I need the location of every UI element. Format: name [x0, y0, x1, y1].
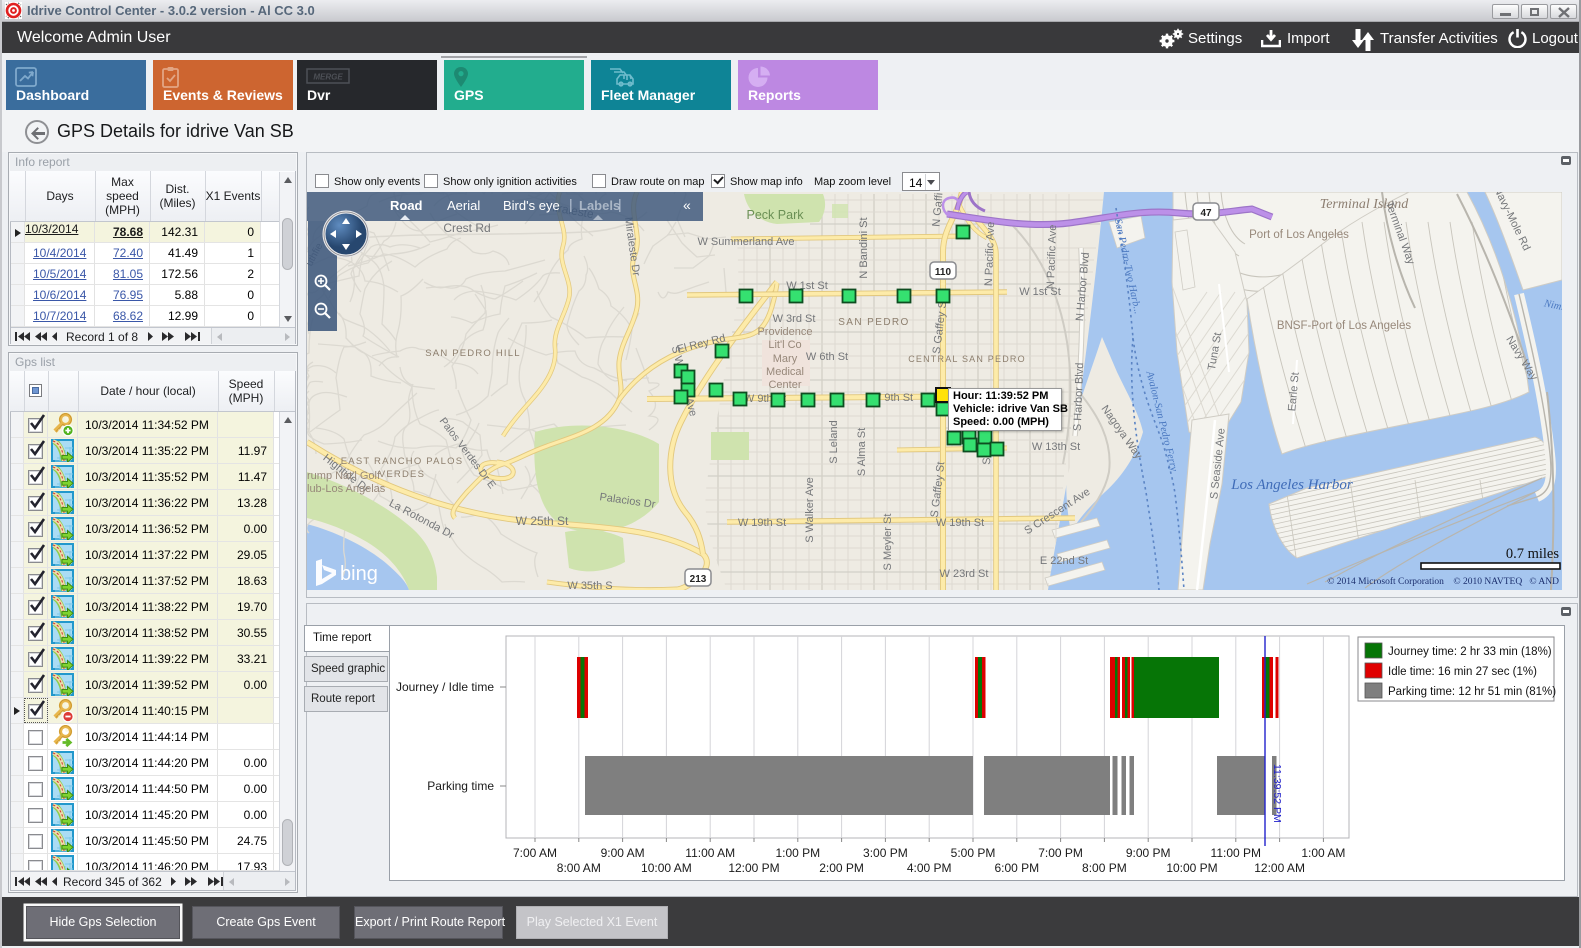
svg-text:Port of Los Angeles: Port of Los Angeles — [1249, 229, 1349, 241]
svg-text:N Pacific Ave: N Pacific Ave — [983, 221, 997, 286]
svg-text:VERDES: VERDES — [379, 469, 425, 480]
svg-text:Earle St: Earle St — [1286, 372, 1301, 412]
svg-text:W 23rd St: W 23rd St — [940, 568, 989, 580]
svg-text:7:00 AM: 7:00 AM — [513, 846, 557, 860]
svg-text:S Alma St: S Alma St — [856, 428, 868, 476]
svg-text:Providence: Providence — [757, 326, 812, 338]
svg-text:W Summerland Ave: W Summerland Ave — [697, 236, 794, 248]
svg-text:110: 110 — [935, 267, 952, 278]
svg-text:W 19th St: W 19th St — [936, 517, 984, 529]
svg-text:W 13th St: W 13th St — [1032, 441, 1080, 453]
svg-text:10:00 AM: 10:00 AM — [641, 861, 692, 875]
svg-text:SAN PEDRO: SAN PEDRO — [838, 317, 910, 328]
svg-text:EAST RANCHO PALOS: EAST RANCHO PALOS — [341, 456, 463, 467]
svg-text:W 25th St: W 25th St — [516, 514, 569, 528]
svg-text:2:00 PM: 2:00 PM — [819, 861, 864, 875]
svg-text:8:00 AM: 8:00 AM — [557, 861, 601, 875]
svg-text:9:00 AM: 9:00 AM — [601, 846, 645, 860]
svg-text:5:00 PM: 5:00 PM — [951, 846, 996, 860]
svg-text:Mary: Mary — [773, 353, 798, 365]
svg-text:Crest Rd: Crest Rd — [443, 221, 490, 235]
svg-text:SAN PEDRO HILL: SAN PEDRO HILL — [425, 348, 520, 359]
svg-text:11:00 PM: 11:00 PM — [1211, 846, 1261, 860]
svg-text:Idle time: 16 min 27 sec (1%): Idle time: 16 min 27 sec (1%) — [1388, 666, 1537, 678]
svg-text:N Gaffi: N Gaffi — [931, 192, 946, 227]
svg-text:3:00 PM: 3:00 PM — [863, 846, 908, 860]
svg-text:N Pacific Ave: N Pacific Ave — [1045, 224, 1059, 289]
svg-text:N Bandini St: N Bandini St — [858, 217, 870, 278]
svg-text:Center: Center — [768, 379, 801, 391]
svg-text:0.7 miles: 0.7 miles — [1506, 546, 1560, 562]
svg-text:Los Angeles Harbor: Los Angeles Harbor — [1230, 477, 1353, 493]
svg-text:213: 213 — [690, 574, 707, 585]
svg-text:9:00 PM: 9:00 PM — [1126, 846, 1171, 860]
svg-text:rump Nat'l Golf: rump Nat'l Golf — [307, 470, 381, 482]
svg-text:bing: bing — [340, 563, 378, 585]
svg-text:1:00 PM: 1:00 PM — [775, 846, 820, 860]
svg-text:S Harbor Blvd: S Harbor Blvd — [1072, 362, 1086, 431]
svg-text:10:00 PM: 10:00 PM — [1166, 861, 1217, 875]
svg-text:W 6th St: W 6th St — [806, 351, 848, 363]
svg-text:12:00 PM: 12:00 PM — [728, 861, 779, 875]
svg-text:S Meyler St: S Meyler St — [882, 514, 894, 571]
svg-text:BNSF-Port of Los Angeles: BNSF-Port of Los Angeles — [1277, 320, 1411, 332]
svg-text:lub-Los Angelas: lub-Los Angelas — [307, 483, 386, 495]
svg-text:Parking time: 12 hr 51 min (81: Parking time: 12 hr 51 min (81%) — [1388, 686, 1556, 698]
svg-text:6:00 PM: 6:00 PM — [994, 861, 1039, 875]
svg-text:Journey time: 2 hr 33 min (18%: Journey time: 2 hr 33 min (18%) — [1388, 646, 1552, 658]
svg-text:12:00 AM: 12:00 AM — [1254, 861, 1305, 875]
svg-text:Peck Park: Peck Park — [747, 208, 805, 222]
svg-text:W 1st St: W 1st St — [1019, 286, 1061, 298]
svg-text:7:00 PM: 7:00 PM — [1038, 846, 1083, 860]
svg-text:Medical: Medical — [766, 366, 804, 378]
svg-text:Parking time: Parking time — [427, 779, 494, 793]
svg-text:W 19th St: W 19th St — [738, 517, 786, 529]
svg-text:4:00 PM: 4:00 PM — [907, 861, 952, 875]
svg-text:E 22nd St: E 22nd St — [1040, 555, 1088, 567]
svg-text:© 2014 Microsoft Corporation: © 2014 Microsoft Corporation © 2010 NAVT… — [1327, 576, 1559, 587]
svg-text:8:00 PM: 8:00 PM — [1082, 861, 1127, 875]
svg-text:1:00 AM: 1:00 AM — [1301, 846, 1345, 860]
svg-text:Terminal Island: Terminal Island — [1320, 197, 1410, 212]
svg-text:W 9th St: W 9th St — [871, 392, 913, 404]
svg-text:11:00 AM: 11:00 AM — [685, 846, 735, 860]
svg-text:Journey / Idle time: Journey / Idle time — [396, 680, 494, 694]
svg-text:W 35th S: W 35th S — [567, 580, 612, 590]
svg-text:S Walker Ave: S Walker Ave — [804, 477, 816, 542]
svg-text:MERGE: MERGE — [313, 73, 343, 82]
svg-text:Lit'l Co: Lit'l Co — [768, 339, 801, 351]
svg-text:W 3rd St: W 3rd St — [773, 313, 816, 325]
svg-text:CENTRAL SAN PEDRO: CENTRAL SAN PEDRO — [908, 354, 1026, 364]
svg-text:47: 47 — [1200, 208, 1212, 219]
svg-text:N Harbor Blvd: N Harbor Blvd — [1074, 252, 1092, 322]
svg-text:11:39:52 PM: 11:39:52 PM — [1271, 764, 1283, 823]
svg-text:S Leland: S Leland — [828, 420, 840, 463]
